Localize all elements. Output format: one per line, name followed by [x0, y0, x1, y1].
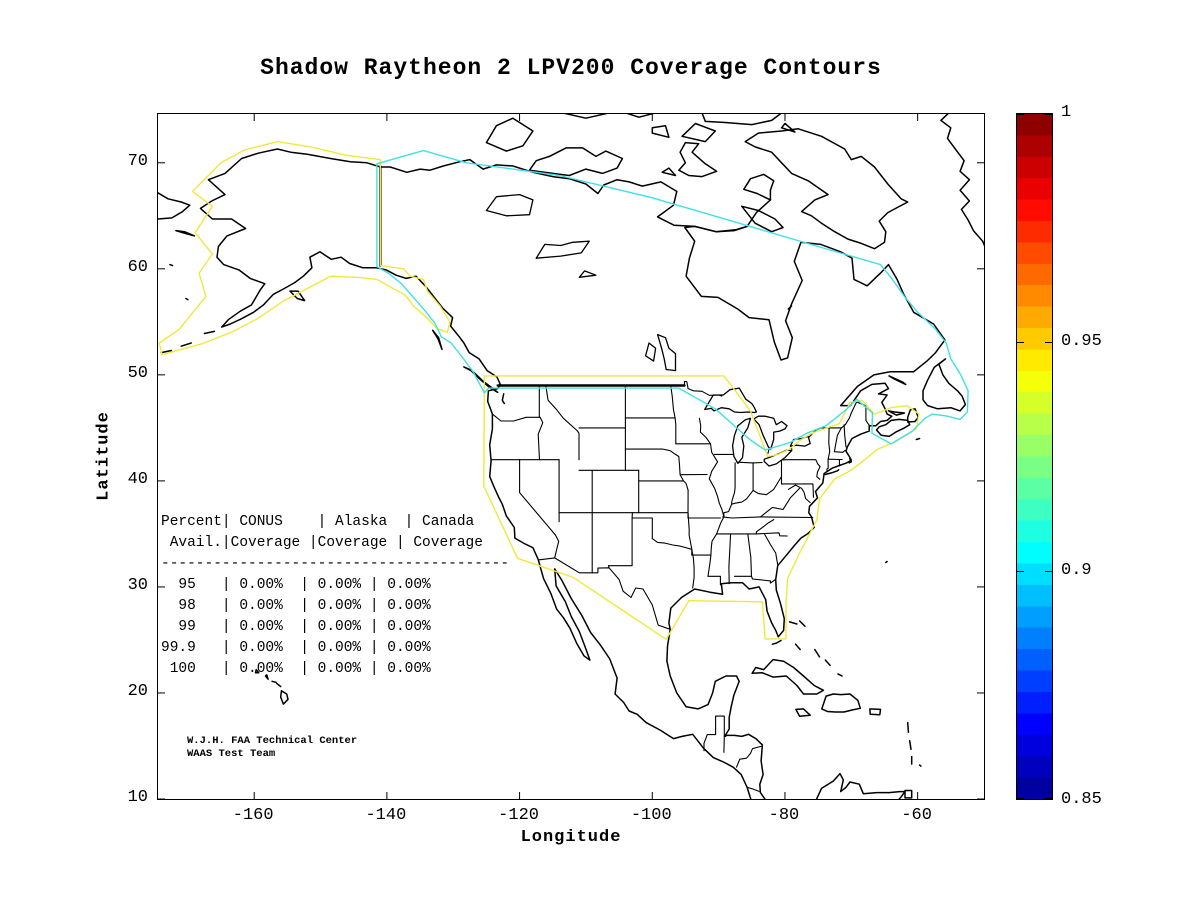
colorbar-tick-mark — [1045, 114, 1052, 115]
credit-line-1: W.J.H. FAA Technical Center — [187, 735, 358, 747]
colorbar-tick-label: 0.9 — [1061, 561, 1092, 580]
colorbar-tick-label: 0.85 — [1061, 790, 1102, 809]
credit-text: W.J.H. FAA Technical Center WAAS Test Te… — [187, 735, 357, 761]
x-tick-label: -120 — [498, 806, 539, 825]
colorbar-tick-mark — [1017, 114, 1024, 115]
layer-lakes — [485, 193, 811, 467]
north-america-coverage-map — [158, 114, 984, 799]
colorbar-tick-mark — [1017, 798, 1024, 799]
x-tick-label: -60 — [901, 806, 932, 825]
y-tick-label: 60 — [127, 257, 148, 277]
colorbar-tick-mark — [1017, 342, 1024, 343]
coverage-table: Percent| CONUS | Alaska | Canada Avail.|… — [161, 514, 510, 677]
x-tick-label: -140 — [365, 806, 407, 825]
colorbar-tick-label: 0.95 — [1061, 332, 1102, 351]
y-tick-label: 30 — [127, 575, 148, 595]
colorbar-tick-mark — [1045, 798, 1052, 799]
axis-ticks — [158, 114, 984, 799]
colorbar-tick-mark — [1045, 342, 1052, 343]
y-tick-label: 40 — [127, 469, 148, 489]
layer-state-borders — [491, 380, 871, 792]
colorbar-gradient — [1017, 114, 1052, 799]
title-line-1: Shadow Raytheon 2 LPV200 Coverage Contou… — [260, 55, 882, 81]
y-tick-label: 70 — [127, 151, 148, 171]
layer-contour-cyan — [376, 149, 969, 451]
y-tick-label: 20 — [127, 681, 148, 701]
colorbar-tick-mark — [1045, 571, 1052, 572]
y-tick-label: 50 — [127, 363, 148, 383]
x-tick-label: -100 — [630, 806, 672, 825]
x-axis-label: Longitude — [520, 828, 622, 847]
x-tick-label: -80 — [768, 806, 800, 825]
layer-coastline — [158, 114, 984, 799]
x-tick-label: -160 — [232, 806, 274, 825]
colorbar — [1016, 113, 1053, 800]
map-plot-area — [157, 113, 985, 800]
credit-line-2: WAAS Test Team — [187, 748, 276, 760]
colorbar-tick-label: 1 — [1061, 103, 1072, 122]
y-tick-label: 10 — [127, 788, 148, 807]
colorbar-tick-mark — [1017, 571, 1024, 572]
